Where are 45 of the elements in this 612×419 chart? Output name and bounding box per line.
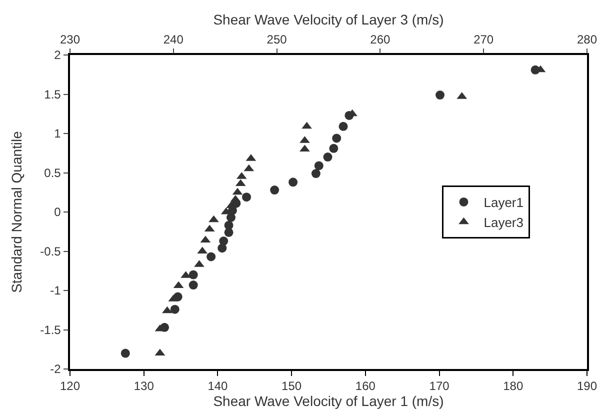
point: [219, 236, 228, 246]
legend-label: Layer1: [484, 195, 524, 210]
y-tick-label: 0: [54, 205, 62, 220]
point: [206, 252, 216, 262]
y-tick-label: -1.5: [40, 322, 62, 337]
point: [332, 134, 342, 143]
x-axis-title: Shear Wave Velocity of Layer 1 (m/s): [213, 393, 444, 410]
x-tick-label: 170: [429, 379, 450, 394]
x2-tick-label: 240: [163, 32, 184, 46]
y-tick-label: 1.5: [44, 87, 62, 102]
point: [242, 192, 252, 202]
x-tick-label: 150: [282, 379, 302, 394]
x2-tick-label: 250: [266, 32, 288, 46]
point: [170, 304, 180, 314]
x2-axis-title: Shear Wave Velocity of Layer 3 (m/s): [213, 12, 444, 28]
point: [120, 348, 130, 358]
x-tick-label: 190: [576, 379, 598, 394]
x-tick-label: 130: [134, 379, 154, 394]
point: [338, 122, 348, 131]
point: [323, 152, 332, 162]
y-tick-label: -0.5: [40, 244, 62, 258]
point: [188, 270, 198, 280]
x2-tick-label: 230: [60, 32, 80, 46]
y-tick-label: -1: [50, 284, 62, 298]
x-tick-label: 180: [503, 379, 524, 394]
y-tick-label: 1: [54, 126, 62, 141]
x2-tick-label: 270: [474, 32, 494, 46]
point: [270, 186, 280, 195]
x2-tick-label: 260: [370, 32, 391, 46]
y-tick-label: -2: [50, 362, 62, 376]
y-tick-label: 0.5: [44, 166, 62, 180]
x-tick-label: 120: [60, 379, 80, 394]
point: [288, 178, 298, 187]
y-tick-label: 2: [54, 48, 62, 62]
x-tick-label: 160: [355, 379, 376, 394]
legend-label: Layer3: [484, 214, 524, 230]
point: [224, 220, 234, 230]
x-tick-label: 140: [208, 379, 228, 394]
x2-tick-label: 280: [576, 32, 598, 46]
point: [329, 144, 338, 153]
point: [436, 90, 445, 100]
point: [188, 280, 198, 290]
y-axis-title: Standard Normal Quantile: [8, 130, 24, 293]
point: [311, 169, 320, 178]
point: [314, 161, 324, 170]
